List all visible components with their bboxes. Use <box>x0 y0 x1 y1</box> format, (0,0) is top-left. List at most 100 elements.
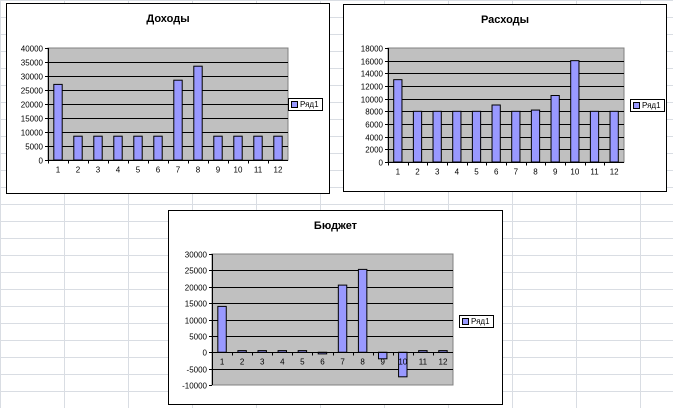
chart-title: Бюджет <box>313 220 358 232</box>
chart-plot: 0 5000 10000 15000 20000 25000 30000 35000 40000… <box>21 45 289 175</box>
legend-label: Ряд1 <box>642 101 661 110</box>
y-tick-label: 16000 <box>361 58 384 67</box>
x-tick-label: 4 <box>116 166 121 175</box>
y-tick-label: 25000 <box>21 87 44 96</box>
chart-title: Доходы <box>146 13 190 25</box>
y-tick-label: 15000 <box>185 300 208 309</box>
y-tick-label: 30000 <box>21 73 44 82</box>
bar[interactable] <box>217 305 227 353</box>
chart-title: Расходы <box>480 14 530 26</box>
x-tick-label: 3 <box>260 358 265 367</box>
x-tick-label: 3 <box>435 168 440 177</box>
x-tick-label: 9 <box>553 168 558 177</box>
x-tick-label: 10 <box>570 168 579 177</box>
y-tick-label: -10000 <box>182 382 207 391</box>
bar[interactable] <box>550 95 560 163</box>
bar[interactable] <box>452 110 462 163</box>
bar[interactable] <box>491 104 501 163</box>
y-tick-label: 10000 <box>361 96 384 105</box>
legend: Ряд1 <box>288 98 323 111</box>
y-tick-label: 25000 <box>185 267 208 276</box>
x-tick-label: 11 <box>254 166 263 175</box>
x-tick-label: 8 <box>360 358 365 367</box>
y-tick-label: 2000 <box>365 146 383 155</box>
plot-area <box>387 47 625 163</box>
x-tick-label: 6 <box>320 358 325 367</box>
x-tick-label: 4 <box>280 358 285 367</box>
x-tick-label: 8 <box>533 168 538 177</box>
bar[interactable] <box>273 135 283 161</box>
y-tick-label: 0 <box>203 349 208 358</box>
x-tick-label: 5 <box>300 358 305 367</box>
y-tick-label: 0 <box>39 157 44 166</box>
bar[interactable] <box>173 79 183 161</box>
x-tick-label: 12 <box>439 358 448 367</box>
y-tick-label: 35000 <box>21 59 44 68</box>
x-tick-label: 6 <box>156 166 161 175</box>
legend: Ряд1 <box>459 315 494 328</box>
x-tick-label: 1 <box>396 168 401 177</box>
x-tick-label: 12 <box>610 168 619 177</box>
x-tick-label: 1 <box>220 358 225 367</box>
bar[interactable] <box>233 135 243 161</box>
chart-plot: 0 2000 4000 6000 8000 10000 12000 14000 16000 180… <box>361 45 625 177</box>
legend-label: Ряд1 <box>300 100 319 109</box>
y-tick-label: 0 <box>379 159 384 168</box>
bar[interactable] <box>412 110 423 163</box>
chart-dohody[interactable]: Доходы 0 5000 10000 15000 20000 25000 30000 350… <box>6 3 330 194</box>
y-tick-label: 14000 <box>361 70 384 79</box>
bar[interactable] <box>393 79 403 163</box>
x-tick-label: 11 <box>419 358 428 367</box>
bar[interactable] <box>432 110 442 163</box>
y-tick-label: 6000 <box>365 121 383 130</box>
y-tick-label: 40000 <box>21 45 44 54</box>
chart-plot: -10000 -5000 0 5000 10000 15000 20000 25000 3000… <box>182 251 454 391</box>
legend-swatch <box>633 102 640 109</box>
x-tick-label: 7 <box>514 168 519 177</box>
x-tick-label: 2 <box>76 166 81 175</box>
x-tick-label: 5 <box>136 166 141 175</box>
x-tick-label: 9 <box>380 358 385 367</box>
x-tick-label: 6 <box>494 168 499 177</box>
bar[interactable] <box>589 110 600 163</box>
bar[interactable] <box>357 268 368 353</box>
x-tick-label: 2 <box>415 168 420 177</box>
bar[interactable] <box>153 135 163 161</box>
bar[interactable] <box>73 135 83 161</box>
x-tick-label: 7 <box>176 166 181 175</box>
x-tick-label: 12 <box>274 166 283 175</box>
bar[interactable] <box>530 109 541 163</box>
x-tick-label: 9 <box>216 166 221 175</box>
bar[interactable] <box>337 284 348 353</box>
y-tick-label: 4000 <box>365 134 383 143</box>
y-tick-label: 5000 <box>189 333 207 342</box>
bar[interactable] <box>471 110 482 163</box>
legend-swatch <box>291 101 298 108</box>
y-tick-label: 15000 <box>21 115 44 124</box>
y-tick-label: 5000 <box>25 143 43 152</box>
legend: Ряд1 <box>630 99 665 112</box>
y-tick-label: 8000 <box>365 108 383 117</box>
bar[interactable] <box>609 110 619 163</box>
bar[interactable] <box>213 135 223 161</box>
bar[interactable] <box>570 60 580 163</box>
x-tick-label: 4 <box>455 168 460 177</box>
chart-byudzhet[interactable]: Бюджет -10000 -5000 0 5000 10000 15000 20000 25… <box>168 210 503 405</box>
x-tick-label: 3 <box>96 166 101 175</box>
x-tick-label: 8 <box>196 166 201 175</box>
bar[interactable] <box>193 65 203 161</box>
bar[interactable] <box>53 83 63 161</box>
y-tick-label: 18000 <box>361 45 384 54</box>
bar[interactable] <box>93 135 103 161</box>
y-tick-label: 20000 <box>21 101 44 110</box>
x-tick-label: 7 <box>340 358 345 367</box>
legend-label: Ряд1 <box>471 317 490 326</box>
y-tick-label: 30000 <box>185 251 208 260</box>
x-tick-label: 11 <box>590 168 599 177</box>
x-tick-label: 1 <box>56 166 61 175</box>
bar[interactable] <box>133 135 143 161</box>
bar[interactable] <box>113 135 123 161</box>
bar[interactable] <box>253 135 263 161</box>
chart-rashody[interactable]: Расходы 0 2000 4000 6000 8000 10000 12000 14000… <box>343 4 667 192</box>
bar[interactable] <box>511 110 521 163</box>
